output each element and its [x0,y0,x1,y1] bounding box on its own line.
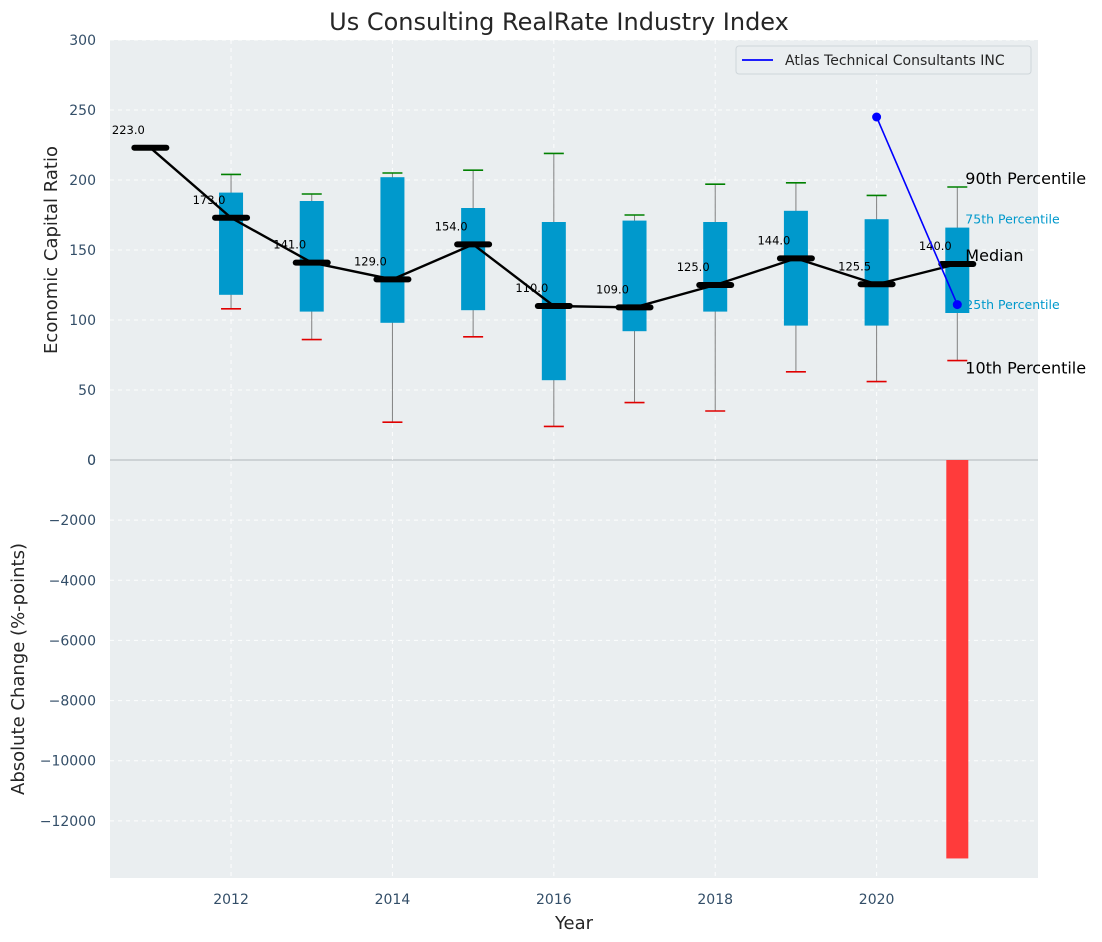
median-data-label: 110.0 [515,281,548,295]
box-iqr [299,201,324,312]
top-y-tick-label: 100 [69,313,96,329]
x-tick-label: 2012 [213,892,249,908]
top-y-tick-label: 50 [78,383,96,399]
chart-title: Us Consulting RealRate Industry Index [329,8,789,36]
median-data-label: 125.5 [838,259,871,273]
percentile-side-labels: 90th Percentile 75th Percentile Median 2… [965,169,1086,378]
side-label-p10: 10th Percentile [965,359,1086,378]
box-iqr [622,220,647,332]
legend-box [735,45,1032,75]
company-point [872,112,882,122]
x-tick-label: 2020 [859,892,895,908]
bottom-panel-background [110,460,1038,878]
x-axis-label: Year [554,913,594,934]
side-label-p25: 25th Percentile [965,297,1060,312]
company-line [875,116,959,305]
top-y-axis-label: Economic Capital Ratio [41,146,62,354]
x-ticks: 2012 2014 2016 2018 2020 [213,892,894,908]
x-tick-label: 2018 [697,892,733,908]
box-plots [219,152,970,428]
bottom-y-tick-label: −10000 [40,754,96,770]
median-data-label: 223.0 [112,123,145,137]
box-iqr [783,210,808,326]
bottom-y-ticks: 0 −2000 −4000 −6000 −8000 −10000 −12000 [40,453,96,830]
box-iqr [864,219,889,326]
median-data-label: 125.0 [677,260,710,274]
top-y-tick-label: 0 [87,453,96,469]
bottom-y-tick-label: −8000 [49,694,96,710]
box-iqr [219,192,244,295]
median-series: 223.0 173.0 141.0 129.0 154.0 110.0 109.0 125.0… [112,123,977,311]
median-data-label: 144.0 [757,233,790,247]
median-data-label: 129.0 [354,254,387,268]
median-data-label: 173.0 [193,193,226,207]
change-bar [946,460,969,859]
box-iqr [380,177,405,323]
median-data-label: 140.0 [919,239,952,253]
legend-entry-label: Atlas Technical Consultants INC [785,53,1005,69]
bottom-y-axis-label: Absolute Change (%-points) [8,543,29,795]
side-label-median: Median [965,246,1023,265]
bottom-y-tick-label: 0 [87,453,96,469]
legend: Atlas Technical Consultants INC [735,45,1032,75]
grid-lines [110,39,1038,878]
company-series [872,112,962,310]
top-y-tick-label: 300 [69,33,96,49]
company-point [952,300,962,310]
box-iqr [945,227,970,313]
box-iqr [703,222,728,312]
x-tick-label: 2016 [536,892,572,908]
top-y-tick-label: 200 [69,173,96,189]
top-y-tick-label: 150 [69,243,96,259]
bottom-y-tick-label: −12000 [40,814,96,830]
bottom-y-tick-label: −4000 [49,573,96,589]
median-data-label: 154.0 [435,219,468,233]
top-y-ticks: 0 50 100 150 200 250 300 [69,33,96,469]
bottom-y-tick-label: −2000 [49,513,96,529]
side-label-p75: 75th Percentile [965,212,1060,227]
box-iqr [461,208,486,311]
box-iqr [541,222,566,381]
x-tick-label: 2014 [375,892,411,908]
side-label-p90: 90th Percentile [965,169,1086,188]
change-bars [946,460,969,859]
median-data-label: 109.0 [596,282,629,296]
bottom-y-tick-label: −6000 [49,633,96,649]
top-y-tick-label: 250 [69,103,96,119]
median-data-label: 141.0 [273,238,306,252]
